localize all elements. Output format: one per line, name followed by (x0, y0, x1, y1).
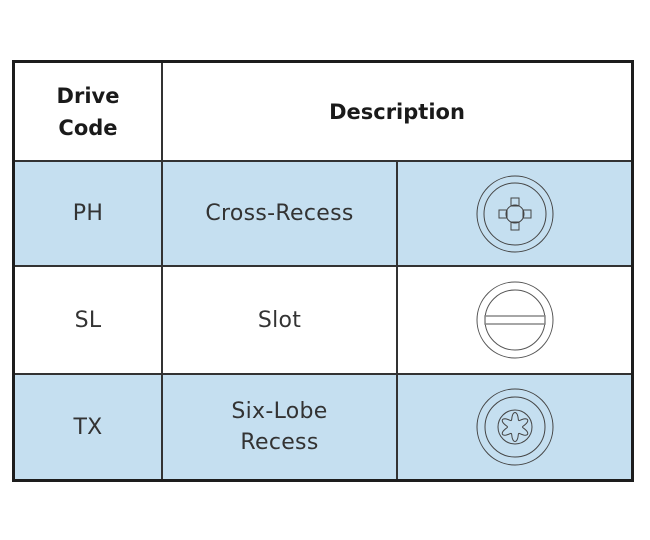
divider (15, 373, 631, 375)
description-cell: Six-Lobe Recess (231, 399, 328, 455)
table-row-tx (15, 375, 631, 479)
drive-code-cell: TX (73, 414, 103, 440)
torx-drive-icon (398, 375, 631, 479)
header-drive-code: Drive Code (56, 83, 120, 140)
description-cell: Cross-Recess (205, 201, 354, 226)
divider (396, 160, 398, 479)
table-row-ph (15, 162, 631, 265)
divider (161, 63, 163, 479)
drive-code-table: Drive Code Description PH Cross-Recess S… (12, 60, 634, 482)
divider (15, 160, 631, 162)
phillips-drive-icon (398, 162, 631, 265)
description-cell: Slot (257, 307, 302, 333)
drive-code-cell: SL (74, 307, 102, 333)
drive-code-cell: PH (72, 201, 104, 226)
divider (15, 265, 631, 267)
slotted-drive-icon (398, 267, 631, 373)
header-description: Description (329, 99, 465, 124)
